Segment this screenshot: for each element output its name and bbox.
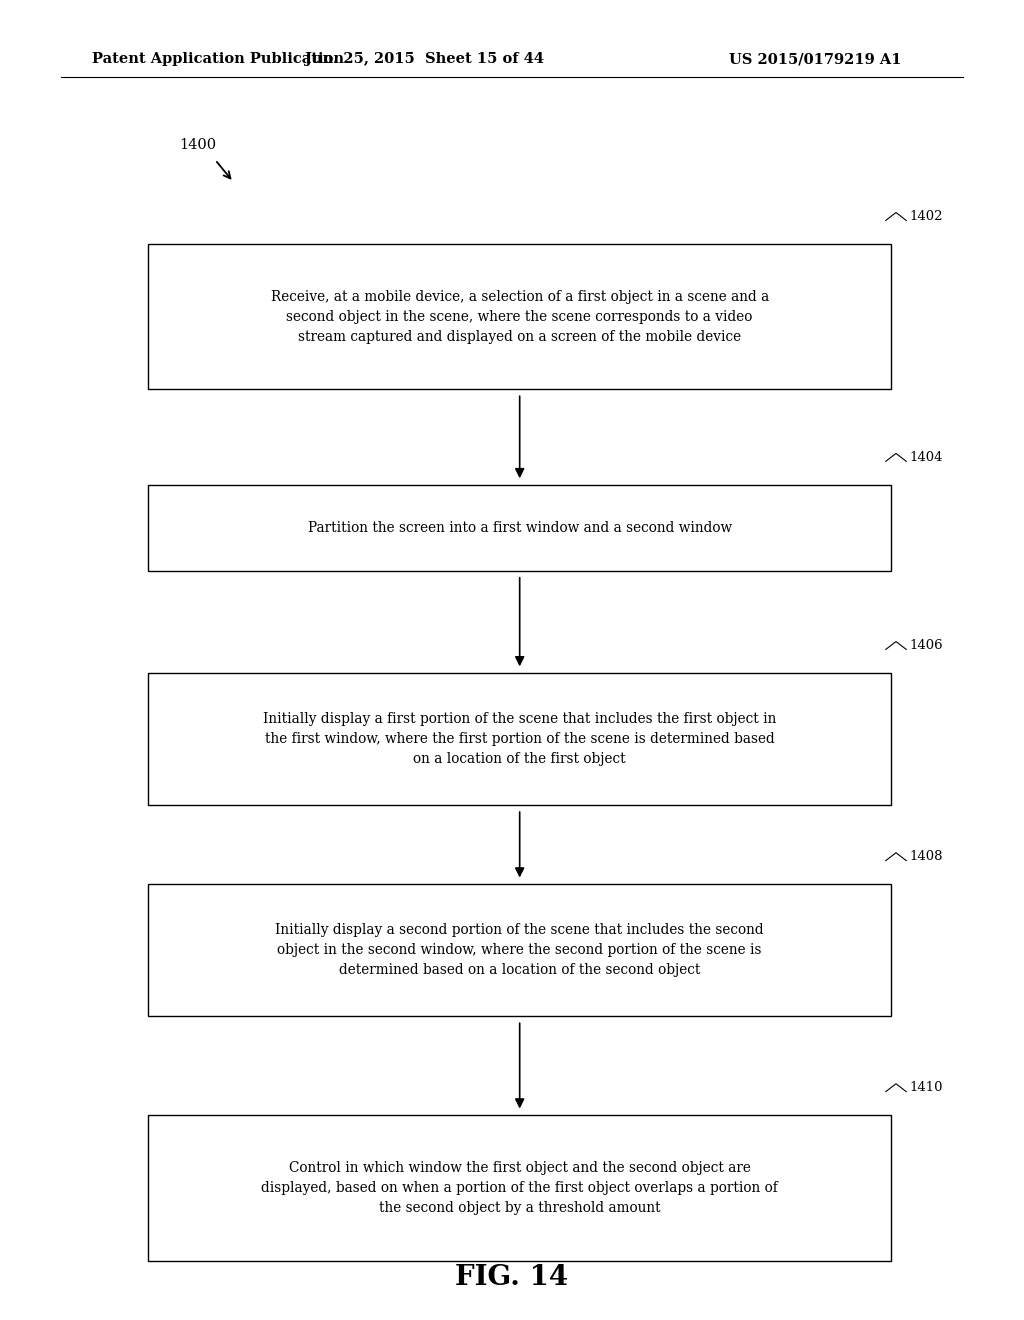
Bar [148,484,891,570]
Text: 1404: 1404 [909,451,943,463]
Text: 1400: 1400 [179,139,216,152]
Text: Receive, at a mobile device, a selection of a first object in a scene and a
seco: Receive, at a mobile device, a selection… [270,290,769,343]
Text: Initially display a second portion of the scene that includes the second
object : Initially display a second portion of th… [275,924,764,977]
Text: Partition the screen into a first window and a second window: Partition the screen into a first window… [307,521,732,535]
Text: US 2015/0179219 A1: US 2015/0179219 A1 [729,53,901,66]
Text: Patent Application Publication: Patent Application Publication [92,53,344,66]
Bar [148,673,891,805]
Bar [148,884,891,1016]
Text: FIG. 14: FIG. 14 [456,1265,568,1291]
Text: Initially display a first portion of the scene that includes the first object in: Initially display a first portion of the… [263,713,776,766]
Text: Jun. 25, 2015  Sheet 15 of 44: Jun. 25, 2015 Sheet 15 of 44 [305,53,545,66]
Text: 1406: 1406 [909,639,943,652]
Text: Control in which window the first object and the second object are
displayed, ba: Control in which window the first object… [261,1162,778,1214]
Text: 1408: 1408 [909,850,943,863]
Bar [148,1115,891,1261]
Text: 1410: 1410 [909,1081,943,1094]
Bar [148,244,891,389]
Text: 1402: 1402 [909,210,943,223]
